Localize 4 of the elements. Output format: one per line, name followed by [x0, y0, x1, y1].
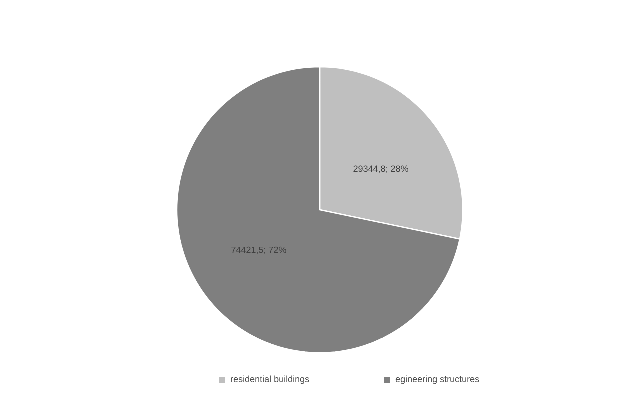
data-label: 74421,5; 72% — [232, 246, 286, 254]
legend-label: egineering structures — [396, 376, 480, 384]
legend-label: residential buildings — [231, 376, 310, 384]
data-label: 29344,8; 28% — [354, 166, 408, 174]
